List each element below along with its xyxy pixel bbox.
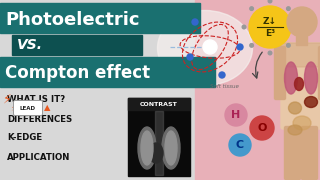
FancyBboxPatch shape <box>281 43 320 129</box>
Bar <box>128 98 190 110</box>
Text: Compton effect: Compton effect <box>5 64 150 82</box>
Text: E³: E³ <box>265 28 275 37</box>
FancyBboxPatch shape <box>284 127 300 179</box>
Text: H: H <box>231 110 241 120</box>
FancyBboxPatch shape <box>301 127 317 179</box>
Text: Z↓: Z↓ <box>263 17 277 26</box>
Circle shape <box>268 51 272 55</box>
Ellipse shape <box>284 62 298 94</box>
Circle shape <box>237 44 243 50</box>
FancyBboxPatch shape <box>318 46 320 100</box>
Text: LEAD: LEAD <box>20 105 36 111</box>
Text: Soft tissue: Soft tissue <box>210 84 238 89</box>
Text: ⚡: ⚡ <box>10 103 16 112</box>
Bar <box>0 57 215 87</box>
FancyBboxPatch shape <box>275 46 285 100</box>
Ellipse shape <box>293 116 311 130</box>
FancyBboxPatch shape <box>13 100 43 116</box>
Ellipse shape <box>157 10 252 86</box>
Text: WHAT IS IT?: WHAT IS IT? <box>7 96 65 105</box>
Circle shape <box>219 72 225 78</box>
Text: ⚡: ⚡ <box>3 93 12 105</box>
Text: DIFFERENCES: DIFFERENCES <box>7 114 72 123</box>
Bar <box>128 98 190 176</box>
Text: Photoelectric: Photoelectric <box>5 11 140 29</box>
Text: C: C <box>236 140 244 150</box>
Ellipse shape <box>305 96 317 107</box>
Circle shape <box>203 40 217 54</box>
Ellipse shape <box>141 131 153 165</box>
Circle shape <box>287 7 290 10</box>
Bar <box>296 36 307 45</box>
Circle shape <box>250 116 274 140</box>
Ellipse shape <box>165 131 177 165</box>
Ellipse shape <box>162 127 180 169</box>
Ellipse shape <box>289 102 301 114</box>
Circle shape <box>268 0 272 3</box>
Text: CONTRAST: CONTRAST <box>140 102 178 107</box>
Circle shape <box>225 104 247 126</box>
Ellipse shape <box>138 127 156 169</box>
Circle shape <box>250 44 253 47</box>
Circle shape <box>287 7 317 37</box>
Text: O: O <box>257 123 267 133</box>
FancyBboxPatch shape <box>281 43 320 67</box>
Circle shape <box>249 6 291 48</box>
Bar <box>155 111 163 175</box>
Text: VS.: VS. <box>17 38 43 52</box>
Circle shape <box>287 44 290 47</box>
Circle shape <box>242 25 246 29</box>
Text: K-EDGE: K-EDGE <box>7 134 42 143</box>
Bar <box>195 0 320 180</box>
Circle shape <box>229 134 251 156</box>
Bar <box>0 0 195 180</box>
Text: ▲: ▲ <box>44 103 51 112</box>
Bar <box>12 35 142 55</box>
Circle shape <box>192 19 198 25</box>
Ellipse shape <box>149 143 163 163</box>
Circle shape <box>250 7 253 10</box>
Ellipse shape <box>294 78 303 91</box>
Circle shape <box>187 54 193 60</box>
Bar <box>0 3 200 33</box>
Circle shape <box>294 25 298 29</box>
Ellipse shape <box>305 62 317 94</box>
Text: APPLICATION: APPLICATION <box>7 152 70 161</box>
Ellipse shape <box>288 125 302 135</box>
